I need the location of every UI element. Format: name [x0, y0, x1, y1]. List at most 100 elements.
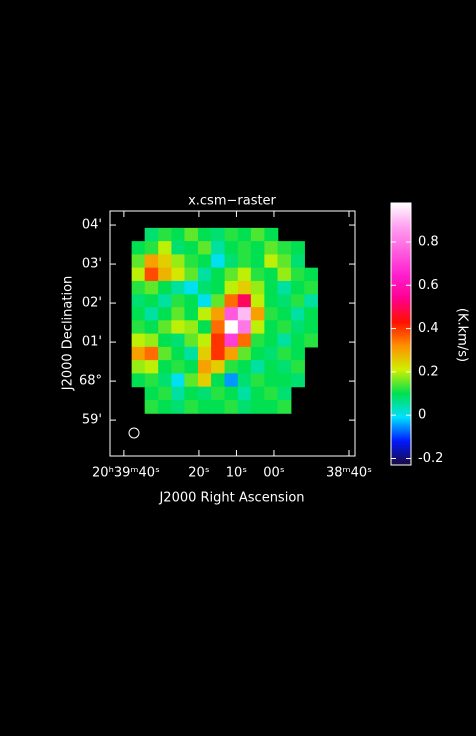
- raster-cell: [291, 346, 305, 361]
- raster-cell: [250, 399, 265, 414]
- raster-cell: [250, 307, 265, 321]
- raster-cell: [264, 241, 279, 255]
- raster-cell: [184, 307, 199, 321]
- raster-cell: [144, 386, 159, 401]
- raster-cell: [277, 241, 292, 255]
- raster-cell: [304, 307, 318, 321]
- raster-cell: [144, 373, 159, 388]
- raster-cell: [237, 346, 252, 361]
- raster-cell: [250, 386, 265, 401]
- x-tick-label: 38ᵐ40ˢ: [326, 466, 372, 481]
- x-tick-label: 20ˢ: [188, 466, 210, 481]
- raster-cell: [144, 333, 159, 348]
- x-tick-label: 10ˢ: [226, 466, 248, 481]
- raster-cell: [197, 399, 212, 414]
- raster-cell: [144, 307, 159, 321]
- raster-cell: [211, 373, 226, 388]
- raster-cell: [144, 399, 159, 414]
- raster-cell: [250, 333, 265, 348]
- plot-frame: [109, 210, 356, 457]
- colorbar-tick-label: 0: [418, 408, 426, 423]
- raster-cell: [197, 320, 212, 335]
- raster-cell: [304, 294, 318, 308]
- raster-cell: [277, 294, 292, 308]
- raster-cell: [131, 333, 146, 348]
- colorbar-label: (K.km/s): [455, 308, 470, 362]
- raster-cell: [184, 320, 199, 335]
- raster-cell: [250, 294, 265, 308]
- raster-cell: [171, 386, 186, 401]
- raster-cell: [224, 227, 239, 242]
- raster-cell: [211, 280, 226, 295]
- raster-cell: [131, 280, 146, 295]
- raster-cell: [144, 294, 159, 308]
- raster-cell: [197, 360, 212, 374]
- raster-cell: [184, 254, 199, 269]
- raster-cell: [211, 346, 226, 361]
- raster-cell: [197, 227, 212, 242]
- raster-cell: [131, 373, 146, 388]
- raster-cell: [277, 333, 292, 348]
- raster-cell: [131, 241, 146, 255]
- colorbar-tick-label: 0.2: [418, 364, 439, 379]
- raster-cell: [171, 307, 186, 321]
- raster-cell: [224, 254, 239, 269]
- raster-cell: [171, 280, 186, 295]
- raster-cell: [171, 320, 186, 335]
- raster-cell: [291, 254, 305, 269]
- raster-cell: [237, 333, 252, 348]
- raster-cell: [264, 346, 279, 361]
- raster-cell: [158, 320, 173, 335]
- raster-cell: [158, 294, 173, 308]
- raster-cell: [277, 346, 292, 361]
- raster-cell: [197, 346, 212, 361]
- y-axis-label: J2000 Declination: [61, 276, 76, 392]
- raster-cell: [184, 386, 199, 401]
- raster-cell: [158, 346, 173, 361]
- raster-cell: [158, 399, 173, 414]
- raster: [131, 227, 318, 414]
- raster-cell: [158, 227, 173, 242]
- raster-cell: [291, 307, 305, 321]
- colorbar: [391, 203, 411, 465]
- raster-cell: [131, 254, 146, 269]
- y-tick-label: 02': [82, 296, 102, 311]
- y-tick-label: 59': [82, 413, 102, 428]
- raster-cell: [171, 399, 186, 414]
- raster-cell: [197, 307, 212, 321]
- raster-cell: [158, 386, 173, 401]
- raster-cell: [131, 267, 146, 282]
- raster-cell: [277, 373, 292, 388]
- y-tick-label: 01': [82, 335, 102, 350]
- raster-cell: [291, 360, 305, 374]
- raster-cell: [158, 360, 173, 374]
- raster-cell: [144, 241, 159, 255]
- raster-cell: [197, 267, 212, 282]
- raster-cell: [144, 280, 159, 295]
- x-axis-label: J2000 Right Ascension: [158, 491, 304, 506]
- raster-cell: [264, 386, 279, 401]
- raster-cell: [131, 360, 146, 374]
- raster-cell: [158, 254, 173, 269]
- raster-cell: [184, 241, 199, 255]
- raster-cell: [291, 241, 305, 255]
- raster-cell: [211, 294, 226, 308]
- raster-cell: [250, 373, 265, 388]
- raster-cell: [197, 373, 212, 388]
- raster-cell: [277, 267, 292, 282]
- raster-cell: [144, 360, 159, 374]
- y-tick-label: 04': [82, 218, 102, 233]
- raster-cell: [250, 254, 265, 269]
- raster-cell: [158, 267, 173, 282]
- raster-cell: [237, 320, 252, 335]
- raster-cell: [237, 399, 252, 414]
- raster-cell: [197, 280, 212, 295]
- raster-cell: [237, 360, 252, 374]
- raster-cell: [291, 280, 305, 295]
- raster-cell: [224, 346, 239, 361]
- raster-cell: [304, 267, 318, 282]
- raster-cell: [291, 267, 305, 282]
- raster-cell: [291, 294, 305, 308]
- raster-cell: [264, 267, 279, 282]
- raster-cell: [224, 241, 239, 255]
